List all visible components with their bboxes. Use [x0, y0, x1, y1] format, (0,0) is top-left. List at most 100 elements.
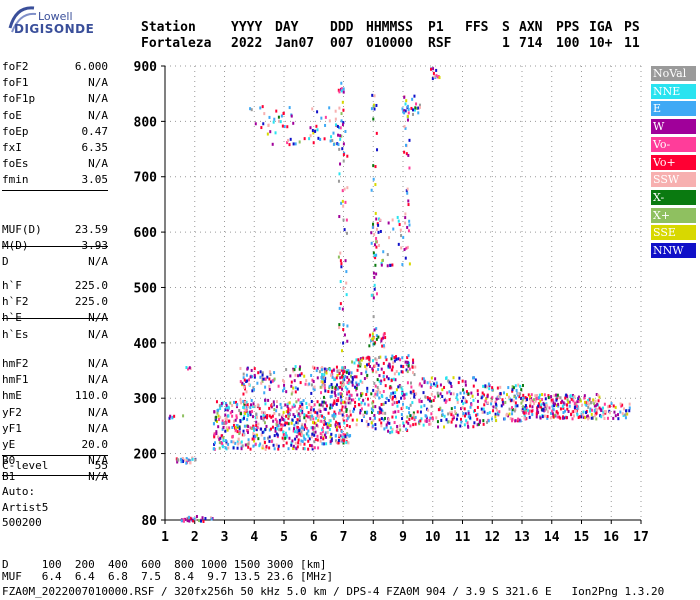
- echo-point: [527, 411, 530, 415]
- echo-point: [270, 415, 273, 419]
- echo-point: [375, 337, 378, 341]
- echo-point: [343, 421, 346, 425]
- param-b0: B0 N/A: [2, 454, 108, 468]
- echo-point: [379, 355, 382, 359]
- echo-point: [537, 396, 540, 400]
- echo-point: [360, 401, 363, 405]
- echo-point: [583, 394, 586, 398]
- echo-point: [362, 356, 365, 360]
- echo-point: [374, 384, 377, 388]
- echo-point: [556, 393, 559, 397]
- echo-point: [342, 108, 345, 112]
- echo-point: [341, 387, 344, 391]
- param-key: fxI: [2, 141, 22, 154]
- echo-point: [296, 445, 299, 449]
- echo-point: [419, 419, 422, 423]
- echo-point: [307, 439, 310, 443]
- echo-point: [336, 399, 339, 403]
- echo-point: [392, 400, 395, 404]
- echo-point: [242, 376, 245, 380]
- echo-point: [552, 415, 555, 419]
- echo-point: [295, 447, 298, 451]
- echo-point: [345, 231, 348, 235]
- echo-point: [221, 445, 224, 449]
- echo-point: [479, 419, 482, 423]
- echo-point: [411, 416, 414, 420]
- echo-point: [408, 138, 411, 142]
- echo-point: [348, 390, 351, 394]
- echo-point: [268, 414, 271, 418]
- muf-row: MUF 6.4 6.4 6.8 7.5 8.4 9.7 13.5 23.6 [M…: [2, 570, 334, 583]
- echo-point: [470, 391, 473, 395]
- echo-point: [437, 408, 440, 412]
- echo-point: [218, 441, 221, 445]
- echo-point: [360, 407, 363, 411]
- param-value: 225.0: [74, 279, 108, 292]
- echo-point: [443, 414, 446, 418]
- echo-point: [555, 410, 558, 414]
- echo-point: [180, 519, 183, 523]
- echo-point: [349, 374, 352, 378]
- echo-point: [258, 444, 261, 448]
- echo-point: [282, 378, 285, 382]
- echo-point: [372, 271, 375, 275]
- echo-point: [327, 411, 330, 415]
- echo-point: [535, 397, 538, 401]
- echo-point: [254, 122, 257, 126]
- x-tick-label: 1: [161, 530, 169, 545]
- echo-point: [495, 402, 498, 406]
- header-ddd: 007: [330, 36, 354, 51]
- echo-point: [250, 108, 253, 112]
- echo-point: [262, 418, 265, 422]
- echo-point: [298, 367, 301, 371]
- echo-point: [342, 377, 345, 381]
- echo-point: [364, 410, 367, 414]
- echo-point: [455, 417, 458, 421]
- echo-point: [304, 419, 307, 423]
- param-key: fmin: [2, 173, 29, 187]
- echo-point: [445, 376, 448, 380]
- echo-point: [325, 422, 328, 426]
- echo-point: [305, 401, 308, 405]
- echo-point: [312, 417, 315, 421]
- param-key: h`F2: [2, 295, 29, 309]
- param-value: 0.47: [81, 124, 109, 138]
- echo-point: [313, 403, 316, 407]
- echo-point: [286, 141, 289, 145]
- echo-point: [430, 404, 433, 408]
- echo-point: [429, 422, 432, 426]
- echo-point: [407, 107, 410, 111]
- y-tick-label: 200: [134, 448, 158, 463]
- echo-point: [593, 409, 596, 413]
- echo-point: [344, 401, 347, 405]
- echo-point: [398, 424, 401, 428]
- echo-point: [337, 133, 340, 137]
- param-yf2: yF2 N/A: [2, 406, 108, 420]
- echo-point: [320, 428, 323, 432]
- echo-point: [215, 430, 218, 434]
- echo-point: [428, 422, 431, 426]
- echo-point: [285, 368, 288, 372]
- x-tick-label: 7: [340, 530, 348, 545]
- echo-point: [303, 137, 306, 141]
- echo-point: [395, 355, 398, 359]
- echo-point: [171, 415, 174, 419]
- echo-point: [185, 457, 188, 461]
- echo-point: [402, 109, 405, 113]
- echo-point: [387, 377, 390, 381]
- echo-point: [392, 395, 395, 399]
- echo-point: [249, 406, 252, 410]
- echo-point: [309, 411, 312, 415]
- echo-point: [241, 444, 244, 448]
- param-value: 20.0: [81, 438, 109, 451]
- echo-point: [378, 217, 381, 221]
- echo-point: [250, 410, 253, 414]
- echo-point: [342, 142, 345, 146]
- echo-point: [182, 460, 185, 464]
- echo-point: [238, 425, 241, 429]
- param-divider: [2, 190, 108, 191]
- echo-point: [497, 395, 500, 399]
- x-tick-label: 3: [221, 530, 229, 545]
- echo-point: [329, 395, 332, 399]
- echo-point: [314, 430, 317, 434]
